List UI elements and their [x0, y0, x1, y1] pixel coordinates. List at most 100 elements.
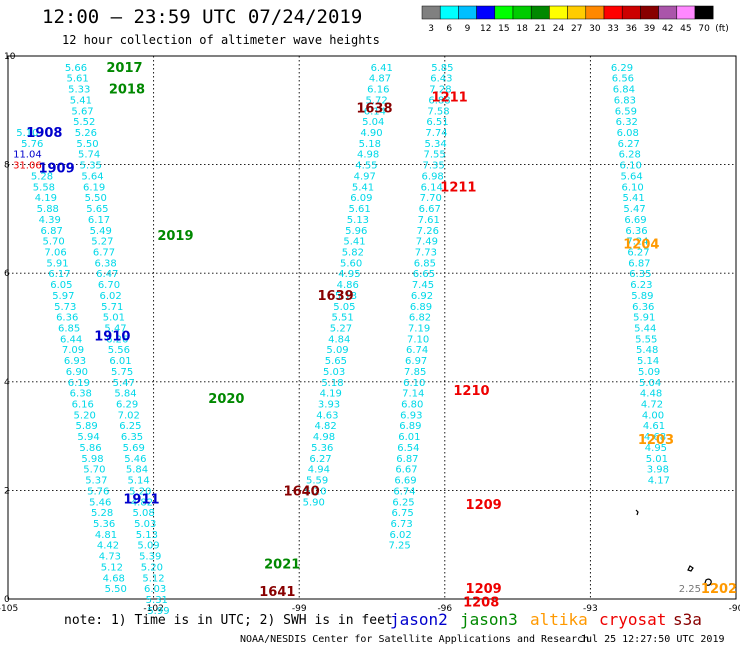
- wave-height-value: 6.74: [406, 345, 428, 356]
- wave-height-value: 6.83: [614, 95, 636, 106]
- map-subtitle: 12 hour collection of altimeter wave hei…: [62, 33, 380, 47]
- wave-height-value: 6.82: [409, 313, 431, 324]
- wave-height-value: 6.25: [392, 497, 414, 508]
- wave-height-value: 5.67: [71, 106, 93, 117]
- wave-height-value: 5.52: [73, 117, 95, 128]
- lon-tick-label: -90: [729, 604, 740, 614]
- lat-tick-label: 0: [4, 595, 10, 605]
- wave-height-value: 4.84: [328, 334, 350, 345]
- wave-height-value: 4.82: [315, 421, 337, 432]
- colorbar-label: 3: [428, 24, 434, 34]
- wave-height-value: 4.95: [645, 443, 667, 454]
- pass-time-label: 1204: [623, 237, 659, 252]
- wave-height-value: 6.01: [398, 432, 420, 443]
- colorbar-label: 33: [607, 24, 618, 34]
- wave-height-value: 5.35: [80, 161, 102, 172]
- wave-height-value: 5.37: [85, 476, 107, 487]
- wave-height-value: 5.12: [101, 562, 123, 573]
- colorbar-label: 36: [626, 24, 638, 34]
- wave-height-value: 5.84: [126, 465, 148, 476]
- wave-height-value: 6.47: [96, 269, 118, 280]
- colorbar: 3 6 9 12 15 18 21 24 27 30 33 36 39 42 45 70 (ft): [421, 5, 729, 34]
- wave-height-value: 6.98: [422, 171, 444, 182]
- wave-height-value: 5.20: [74, 410, 96, 421]
- wave-height-value: 31.06: [13, 161, 42, 172]
- legend-altika: altika: [530, 610, 588, 629]
- wave-height-value: 5.36: [311, 443, 333, 454]
- pass-time-label: 1910: [94, 330, 130, 345]
- wave-height-value: 5.88: [37, 204, 59, 215]
- wave-height-value: 11.04: [13, 150, 42, 161]
- wave-height-value: 5.97: [52, 291, 74, 302]
- lat-tick-label: 8: [4, 161, 10, 171]
- wave-height-value: 5.41: [70, 95, 92, 106]
- colorbar-label: 42: [662, 24, 673, 34]
- colorbar-label: 70: [698, 24, 710, 34]
- wave-height-value: 5.41: [352, 182, 374, 193]
- wave-height-value: 5.51: [332, 313, 354, 324]
- lon-tick-label: -93: [583, 604, 598, 614]
- generated-timestamp: Jul 25 12:27:50 UTC 2019: [580, 634, 725, 645]
- wave-height-value: 5.96: [345, 226, 367, 237]
- wave-height-value: 5.49: [90, 226, 112, 237]
- wave-height-value: 6.26: [106, 334, 128, 345]
- wave-height-value: 5.27: [330, 324, 352, 335]
- wave-height-value: 5.44: [634, 324, 656, 335]
- pass-time-label: 2020: [208, 392, 244, 407]
- wave-height-value: 7.14: [402, 389, 424, 400]
- wave-height-value: 6.25: [119, 421, 141, 432]
- wave-height-value: 6.19: [68, 378, 90, 389]
- wave-height-value: 6.54: [397, 443, 419, 454]
- wave-height-value: 5.20: [141, 562, 163, 573]
- wave-height-value: 7.25: [389, 541, 411, 552]
- wave-height-value: 6.14: [421, 182, 443, 193]
- lat-tick-label: 6: [4, 269, 10, 279]
- wave-height-value: 6.87: [41, 226, 63, 237]
- wave-height-value: 5.85: [431, 63, 453, 74]
- wave-height-value: 5.13: [136, 530, 158, 541]
- wave-height-value: 5.20: [304, 486, 326, 497]
- wave-height-value: 6.85: [58, 324, 80, 335]
- footnote: note: 1) Time is in UTC; 2) SWH is in fe…: [64, 613, 393, 628]
- wave-height-value: 5.36: [93, 519, 115, 530]
- lon-tick-label: -102: [143, 604, 163, 614]
- wave-height-value: 5.70: [83, 465, 105, 476]
- colorbar-label: 21: [535, 24, 546, 34]
- wave-height-value: 6.80: [401, 400, 423, 411]
- wave-height-value: 7.55: [423, 150, 445, 161]
- wave-height-value: 4.95: [338, 269, 360, 280]
- wave-height-value: 5.34: [424, 139, 446, 150]
- wave-height-value: 5.12: [142, 573, 164, 584]
- pass-time-label: 1908: [26, 126, 62, 141]
- wave-height-value: 6.43: [430, 74, 452, 85]
- wave-height-value: 6.56: [612, 74, 634, 85]
- wave-height-value: 5.86: [79, 443, 101, 454]
- lat-tick-label: 2: [4, 486, 10, 496]
- wave-height-value: 4.94: [308, 465, 330, 476]
- wave-height-value: 6.14: [364, 106, 386, 117]
- wave-height-value: 5.89: [631, 291, 653, 302]
- wave-height-value: 5.47: [104, 324, 126, 335]
- legend-cryosat: cryosat: [599, 610, 667, 629]
- pass-time-label: 2018: [109, 83, 145, 98]
- wave-height-value: 6.87: [396, 454, 418, 465]
- wave-height-value: 5.14: [637, 356, 659, 367]
- wave-height-value: 5.09: [137, 541, 159, 552]
- wave-height-value: 4.81: [95, 530, 117, 541]
- wave-height-value: 4.48: [640, 389, 662, 400]
- pass-time-label: 1640: [284, 484, 320, 499]
- wave-height-value: 6.70: [98, 280, 120, 291]
- wave-height-value: 5.91: [633, 313, 655, 324]
- wave-height-value: 6.10: [621, 182, 643, 193]
- wave-height-value: 4.97: [354, 171, 376, 182]
- wave-height-value: 6.29: [116, 400, 138, 411]
- wave-height-value: 6.93: [64, 356, 86, 367]
- wave-height-value: 7.19: [408, 324, 430, 335]
- wave-height-value: 6.85: [414, 258, 436, 269]
- wave-height-value: 6.69: [624, 215, 646, 226]
- colorbar-label: 15: [498, 24, 509, 34]
- wave-height-value: 6.41: [371, 63, 393, 74]
- pass-time-label: 1639: [318, 289, 354, 304]
- wave-height-value: 5.05: [333, 302, 355, 313]
